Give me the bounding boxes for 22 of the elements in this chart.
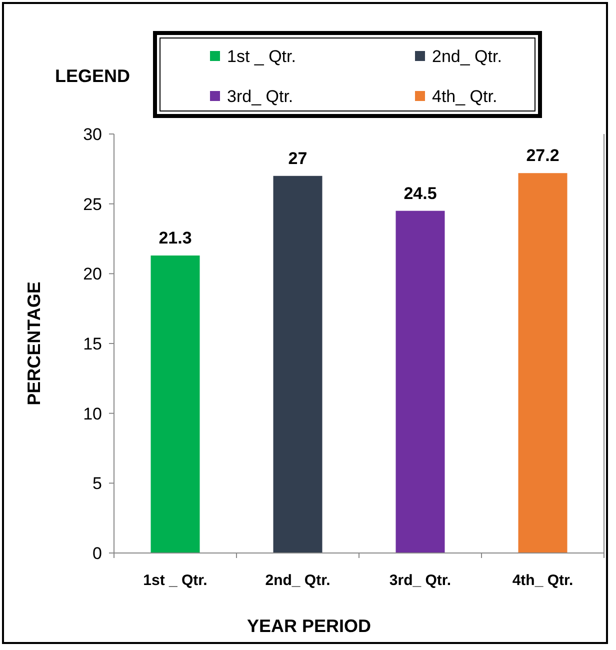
legend-title: LEGEND <box>55 66 130 86</box>
y-tick-label: 30 <box>83 124 102 144</box>
y-tick-label: 0 <box>92 544 102 563</box>
data-label: 27.2 <box>526 146 560 166</box>
y-tick-label: 15 <box>83 334 102 354</box>
y-axis-title: PERCENTAGE <box>24 282 44 406</box>
data-label: 24.5 <box>404 184 437 203</box>
legend-label: 4th_ Qtr. <box>432 86 498 106</box>
legend-label: 1st _ Qtr. <box>227 46 296 66</box>
y-tick-label: 5 <box>92 474 102 494</box>
x-tick-label: 4th_ Qtr. <box>512 572 574 589</box>
y-tick-label: 25 <box>83 194 102 214</box>
x-tick-label: 2nd_ Qtr. <box>265 572 330 589</box>
x-axis-title: YEAR PERIOD <box>246 616 372 636</box>
x-tick-label: 3rd_ Qtr. <box>389 572 452 589</box>
legend-label: 3rd_ Qtr. <box>227 86 294 106</box>
data-label: 27 <box>288 148 308 168</box>
y-tick-label: 10 <box>83 404 102 424</box>
legend-label: 2nd_ Qtr. <box>432 46 502 66</box>
x-tick-label: 1st _ Qtr. <box>143 572 208 589</box>
y-tick-label: 20 <box>83 264 102 284</box>
data-label: 21.3 <box>158 228 192 248</box>
